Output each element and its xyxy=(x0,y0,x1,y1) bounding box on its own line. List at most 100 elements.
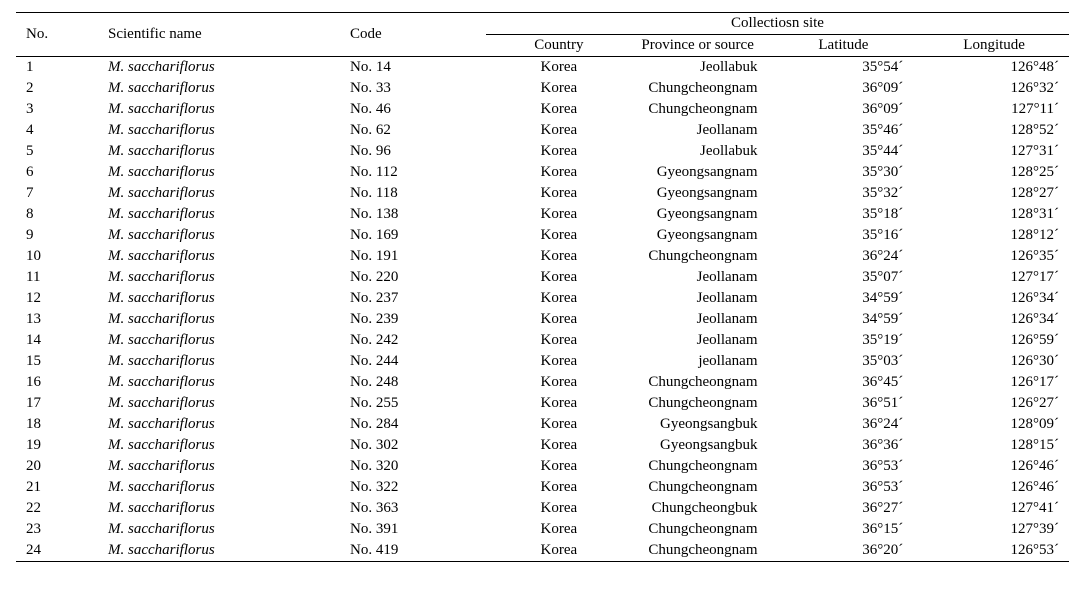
cell-scientific-name: M. sacchariflorus xyxy=(102,57,344,79)
header-latitude: Latitude xyxy=(778,35,924,57)
cell-province: Chungcheongnam xyxy=(632,246,778,267)
cell-scientific-name: M. sacchariflorus xyxy=(102,435,344,456)
table-row: 22M. sacchariflorusNo. 363KoreaChungcheo… xyxy=(16,498,1069,519)
cell-country: Korea xyxy=(486,498,632,519)
cell-country: Korea xyxy=(486,162,632,183)
cell-province: Chungcheongbuk xyxy=(632,498,778,519)
cell-code: No. 242 xyxy=(344,330,486,351)
cell-country: Korea xyxy=(486,183,632,204)
cell-longitude: 128°27´ xyxy=(923,183,1069,204)
cell-no: 15 xyxy=(16,351,102,372)
cell-code: No. 239 xyxy=(344,309,486,330)
cell-latitude: 36°24´ xyxy=(778,246,924,267)
cell-province: Jeollabuk xyxy=(632,141,778,162)
cell-code: No. 138 xyxy=(344,204,486,225)
cell-no: 8 xyxy=(16,204,102,225)
cell-longitude: 126°48´ xyxy=(923,57,1069,79)
cell-province: Chungcheongnam xyxy=(632,540,778,562)
cell-province: Gyeongsangnam xyxy=(632,183,778,204)
cell-scientific-name: M. sacchariflorus xyxy=(102,99,344,120)
table-row: 5M. sacchariflorusNo. 96KoreaJeollabuk35… xyxy=(16,141,1069,162)
cell-no: 7 xyxy=(16,183,102,204)
table-row: 10M. sacchariflorusNo. 191KoreaChungcheo… xyxy=(16,246,1069,267)
table-body: 1M. sacchariflorusNo. 14KoreaJeollabuk35… xyxy=(16,57,1069,562)
cell-no: 3 xyxy=(16,99,102,120)
cell-scientific-name: M. sacchariflorus xyxy=(102,309,344,330)
cell-country: Korea xyxy=(486,351,632,372)
cell-no: 5 xyxy=(16,141,102,162)
table-row: 4M. sacchariflorusNo. 62KoreaJeollanam35… xyxy=(16,120,1069,141)
cell-code: No. 118 xyxy=(344,183,486,204)
cell-country: Korea xyxy=(486,288,632,309)
cell-country: Korea xyxy=(486,99,632,120)
cell-latitude: 35°03´ xyxy=(778,351,924,372)
cell-scientific-name: M. sacchariflorus xyxy=(102,351,344,372)
header-country: Country xyxy=(486,35,632,57)
cell-no: 2 xyxy=(16,78,102,99)
cell-code: No. 14 xyxy=(344,57,486,79)
cell-province: Chungcheongnam xyxy=(632,477,778,498)
cell-province: Chungcheongnam xyxy=(632,393,778,414)
cell-latitude: 36°53´ xyxy=(778,456,924,477)
cell-scientific-name: M. sacchariflorus xyxy=(102,267,344,288)
cell-scientific-name: M. sacchariflorus xyxy=(102,120,344,141)
cell-code: No. 248 xyxy=(344,372,486,393)
cell-province: Gyeongsangbuk xyxy=(632,414,778,435)
cell-province: Chungcheongnam xyxy=(632,519,778,540)
cell-longitude: 126°59´ xyxy=(923,330,1069,351)
cell-no: 18 xyxy=(16,414,102,435)
cell-code: No. 419 xyxy=(344,540,486,562)
cell-no: 23 xyxy=(16,519,102,540)
cell-latitude: 36°15´ xyxy=(778,519,924,540)
cell-province: Chungcheongnam xyxy=(632,99,778,120)
cell-province: jeollanam xyxy=(632,351,778,372)
cell-code: No. 391 xyxy=(344,519,486,540)
cell-longitude: 127°17´ xyxy=(923,267,1069,288)
cell-longitude: 128°25´ xyxy=(923,162,1069,183)
cell-code: No. 96 xyxy=(344,141,486,162)
cell-longitude: 126°27´ xyxy=(923,393,1069,414)
cell-longitude: 126°34´ xyxy=(923,288,1069,309)
cell-latitude: 35°30´ xyxy=(778,162,924,183)
cell-country: Korea xyxy=(486,435,632,456)
cell-latitude: 36°36´ xyxy=(778,435,924,456)
table-row: 1M. sacchariflorusNo. 14KoreaJeollabuk35… xyxy=(16,57,1069,79)
cell-no: 14 xyxy=(16,330,102,351)
cell-longitude: 126°46´ xyxy=(923,456,1069,477)
cell-longitude: 127°39´ xyxy=(923,519,1069,540)
cell-scientific-name: M. sacchariflorus xyxy=(102,225,344,246)
table-row: 20M. sacchariflorusNo. 320KoreaChungcheo… xyxy=(16,456,1069,477)
cell-no: 12 xyxy=(16,288,102,309)
cell-province: Gyeongsangnam xyxy=(632,162,778,183)
cell-province: Chungcheongnam xyxy=(632,456,778,477)
cell-scientific-name: M. sacchariflorus xyxy=(102,288,344,309)
cell-province: Jeollanam xyxy=(632,309,778,330)
table-row: 6M. sacchariflorusNo. 112KoreaGyeongsang… xyxy=(16,162,1069,183)
cell-province: Gyeongsangbuk xyxy=(632,435,778,456)
cell-scientific-name: M. sacchariflorus xyxy=(102,540,344,562)
cell-latitude: 35°18´ xyxy=(778,204,924,225)
cell-longitude: 128°15´ xyxy=(923,435,1069,456)
header-scientific-name: Scientific name xyxy=(102,13,344,57)
cell-country: Korea xyxy=(486,330,632,351)
cell-scientific-name: M. sacchariflorus xyxy=(102,183,344,204)
cell-province: Gyeongsangnam xyxy=(632,225,778,246)
cell-province: Jeollanam xyxy=(632,267,778,288)
cell-code: No. 363 xyxy=(344,498,486,519)
cell-country: Korea xyxy=(486,78,632,99)
cell-latitude: 34°59´ xyxy=(778,309,924,330)
cell-code: No. 322 xyxy=(344,477,486,498)
cell-no: 19 xyxy=(16,435,102,456)
table-row: 16M. sacchariflorusNo. 248KoreaChungcheo… xyxy=(16,372,1069,393)
cell-scientific-name: M. sacchariflorus xyxy=(102,141,344,162)
cell-code: No. 191 xyxy=(344,246,486,267)
cell-latitude: 36°45´ xyxy=(778,372,924,393)
cell-latitude: 35°19´ xyxy=(778,330,924,351)
cell-scientific-name: M. sacchariflorus xyxy=(102,477,344,498)
cell-province: Jeollanam xyxy=(632,288,778,309)
cell-latitude: 36°53´ xyxy=(778,477,924,498)
cell-latitude: 36°09´ xyxy=(778,99,924,120)
cell-country: Korea xyxy=(486,204,632,225)
cell-no: 16 xyxy=(16,372,102,393)
cell-longitude: 128°52´ xyxy=(923,120,1069,141)
